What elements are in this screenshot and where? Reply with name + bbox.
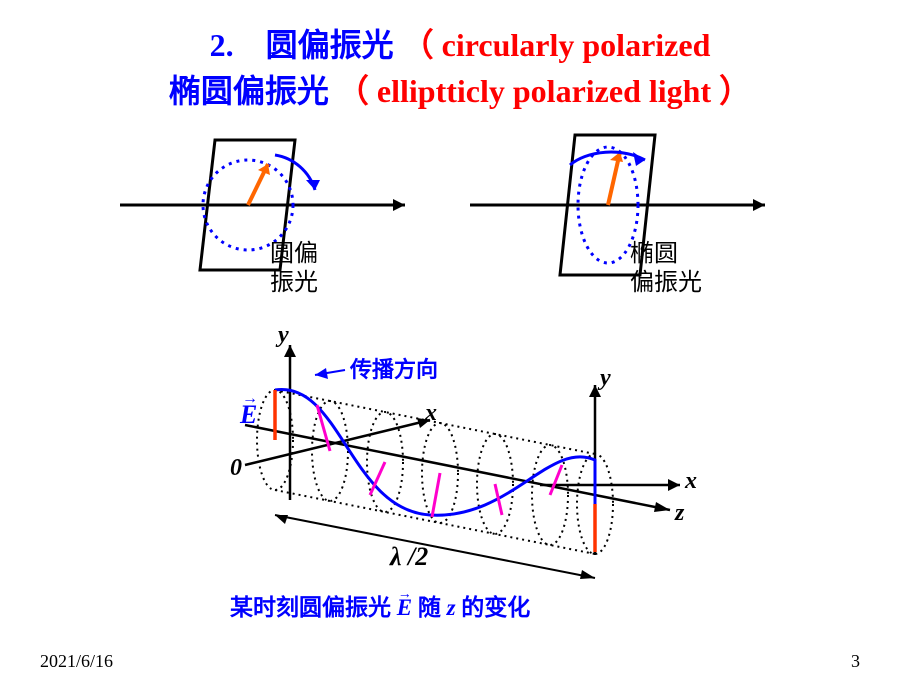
axis-x2: x (685, 468, 697, 495)
title-block: 2. 圆偏振光 （ circularly polarized 椭圆偏振光 （ e… (0, 20, 920, 112)
footer-date: 2021/6/16 (40, 651, 113, 672)
title-po1: （ (402, 27, 434, 63)
title-en2-mixed: elliptticly polarized light (377, 73, 711, 109)
axis-x1: x (425, 400, 437, 427)
axis-z: z (675, 500, 684, 527)
axis-y1: y (278, 322, 289, 349)
title-en1: circularly polarized (442, 27, 711, 63)
caption-p2: 随 (418, 595, 447, 620)
circular-label: 圆偏 振光 (270, 240, 318, 298)
circular-label-l1: 圆偏 (270, 240, 318, 269)
title-line-1: 2. 圆偏振光 （ circularly polarized (0, 20, 920, 66)
title-cn1: 圆偏振光 (266, 27, 394, 63)
caption-p3: 的变化 (461, 595, 530, 620)
propagation-label: 传播方向 (350, 352, 438, 384)
caption-z: z (447, 595, 456, 620)
title-po2: （ (337, 73, 369, 109)
elliptical-label-l1: 椭圆 (630, 240, 702, 269)
axis-y2: y (600, 365, 611, 392)
wave-diagram: y y x x z 0 → E 传播方向 λ /2 某时刻圆偏振光 → E 随 … (200, 320, 720, 610)
wave-caption: 某时刻圆偏振光 → E 随 z 的变化 (230, 588, 530, 622)
title-num: 2. (210, 27, 234, 63)
title-cn2: 椭圆偏振光 (169, 73, 329, 109)
footer-page: 3 (851, 651, 860, 672)
e-vector-label: → E (240, 400, 257, 430)
origin-zero: 0 (230, 455, 242, 482)
elliptical-label-l2: 偏振光 (630, 269, 702, 298)
elliptical-label: 椭圆 偏振光 (630, 240, 702, 298)
lambda-half-label: λ /2 (390, 542, 428, 572)
circular-label-l2: 振光 (270, 269, 318, 298)
title-pc2: ） (719, 73, 751, 109)
caption-p1: 某时刻圆偏振光 (230, 595, 397, 620)
top-diagrams (0, 130, 920, 310)
title-line-2: 椭圆偏振光 （ elliptticly polarized light ） (0, 66, 920, 112)
